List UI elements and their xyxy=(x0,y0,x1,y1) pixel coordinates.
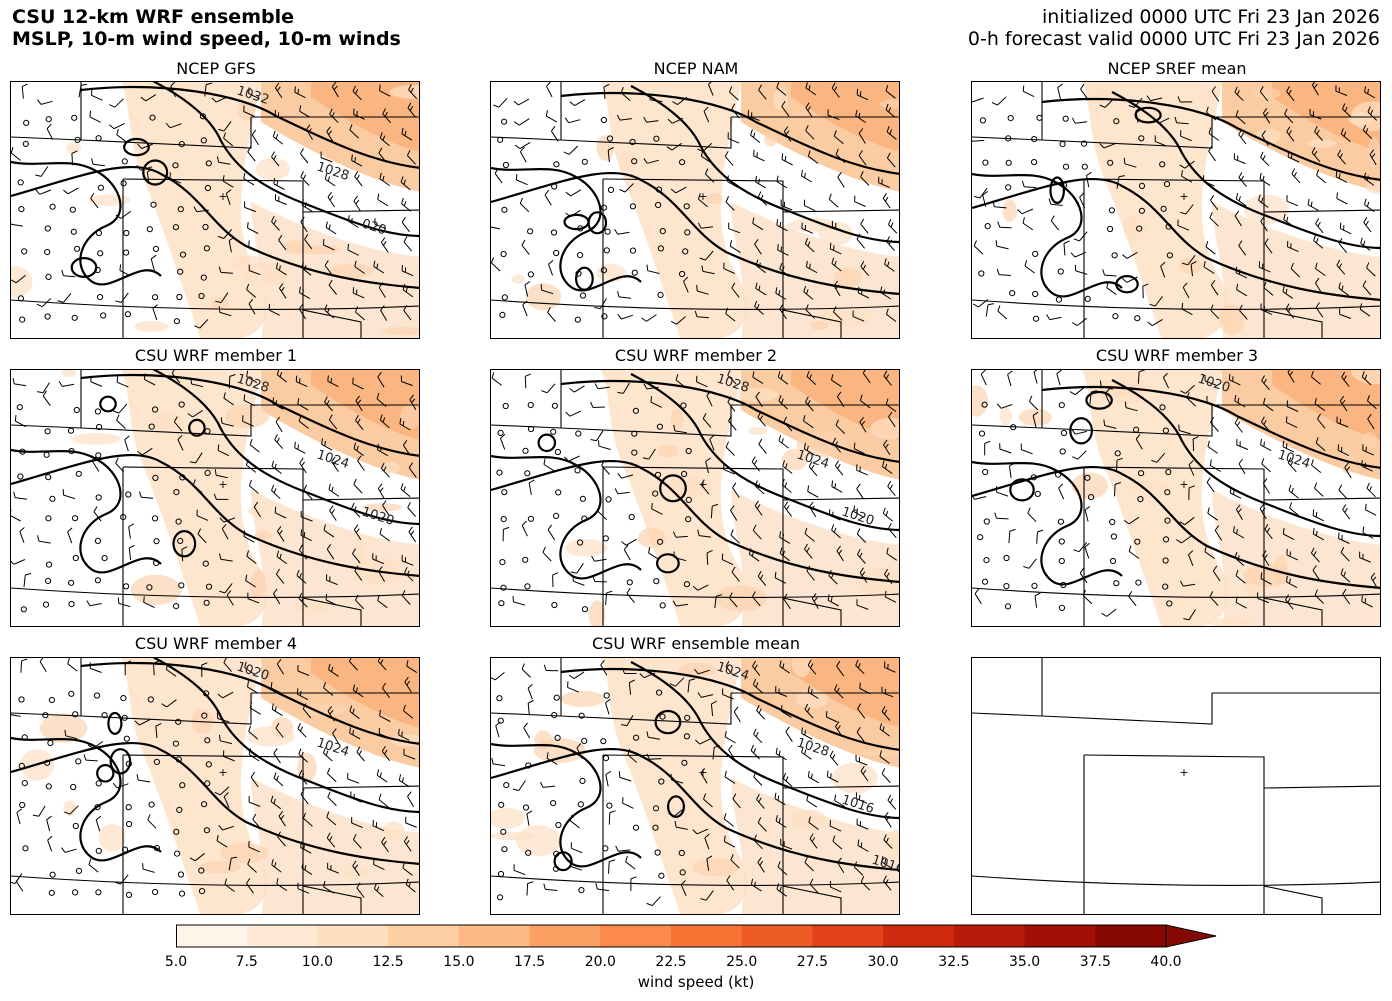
colorbar-segment xyxy=(1024,925,1096,947)
location-marker: + xyxy=(698,478,707,491)
map-panel-member-1: 1028 1024 1020 + xyxy=(10,369,420,627)
map-content: + xyxy=(972,658,1380,914)
state-borders xyxy=(491,658,899,914)
colorbar-segment xyxy=(388,925,460,947)
state-borders xyxy=(972,82,1380,338)
map-panel-ensemble-mean: 1024 1028 1016 1016 + xyxy=(490,657,900,915)
colorbar-tick-label: 17.5 xyxy=(514,954,546,970)
location-marker: + xyxy=(698,766,707,779)
map-panel-nam: + xyxy=(490,81,900,339)
colorbar-tick-label: 7.5 xyxy=(235,954,258,970)
colorbar-tick-label: 37.5 xyxy=(1079,954,1111,970)
colorbar-tick-label: 20.0 xyxy=(584,954,616,970)
title-line-2: MSLP, 10-m wind speed, 10-m winds xyxy=(12,28,401,50)
panel-title-member-2: CSU WRF member 2 xyxy=(614,346,778,365)
colorbar xyxy=(176,924,1221,954)
location-marker: + xyxy=(1179,478,1188,491)
colorbar-tick-label: 5.0 xyxy=(164,954,188,970)
colorbar-tick-label: 25.0 xyxy=(726,954,758,970)
colorbar-segment xyxy=(529,925,601,947)
figure-title: CSU 12-km WRF ensemble MSLP, 10-m wind s… xyxy=(12,6,401,50)
colorbar-tick-label: 40.0 xyxy=(1150,954,1182,970)
mslp-isobars xyxy=(491,85,899,295)
wind-speed-shading xyxy=(11,82,419,338)
location-marker: + xyxy=(1179,766,1188,779)
contour-label: 1016 xyxy=(840,793,876,817)
colorbar-tick-label: 32.5 xyxy=(938,954,970,970)
location-marker: + xyxy=(218,190,227,203)
map-panel-member-2: 1028 1024 1020 + xyxy=(490,369,900,627)
wind-speed-shading xyxy=(61,370,419,626)
title-line-1: CSU 12-km WRF ensemble xyxy=(12,6,294,28)
panel-title-member-1: CSU WRF member 1 xyxy=(134,346,298,365)
state-borders xyxy=(11,658,419,914)
location-marker: + xyxy=(218,478,227,491)
colorbar-segment xyxy=(600,925,672,947)
colorbar-tick-label: 35.0 xyxy=(1009,954,1041,970)
colorbar-segment xyxy=(741,925,813,947)
state-borders xyxy=(972,658,1380,914)
location-marker: + xyxy=(218,766,227,779)
wind-barbs xyxy=(11,658,418,898)
state-borders xyxy=(11,370,419,626)
colorbar-extend-arrow xyxy=(1165,924,1217,948)
valid-time: 0-h forecast valid 0000 UTC Fri 23 Jan 2… xyxy=(967,28,1380,50)
map-panel-member-3: 1020 1024 + xyxy=(971,369,1381,627)
contour-label: 020 xyxy=(360,217,388,239)
panel-title-member-3: CSU WRF member 3 xyxy=(1095,346,1259,365)
forecast-info: initialized 0000 UTC Fri 23 Jan 2026 0-h… xyxy=(968,6,1380,50)
colorbar-tick-label: 27.5 xyxy=(796,954,828,970)
map-panel-empty: + xyxy=(971,657,1381,915)
colorbar-tick-label: 22.5 xyxy=(655,954,687,970)
colorbar-segment xyxy=(671,925,743,947)
state-borders xyxy=(491,370,899,626)
wind-speed-shading xyxy=(511,82,899,338)
wind-speed-shading xyxy=(20,658,419,914)
colorbar-segment xyxy=(317,925,389,947)
location-marker: + xyxy=(1179,190,1188,203)
panel-title-ensemble-mean: CSU WRF ensemble mean xyxy=(591,634,800,653)
panel-title-gfs: NCEP GFS xyxy=(176,59,256,78)
wind-barbs xyxy=(491,82,898,325)
mslp-isobars xyxy=(972,91,1380,301)
panel-title-member-4: CSU WRF member 4 xyxy=(134,634,298,653)
state-borders xyxy=(11,82,419,338)
colorbar-segment xyxy=(953,925,1026,947)
map-content: + xyxy=(491,82,899,338)
panel-title-sref: NCEP SREF mean xyxy=(1107,59,1247,78)
location-marker: + xyxy=(698,190,707,203)
init-time: initialized 0000 UTC Fri 23 Jan 2026 xyxy=(1042,6,1380,28)
colorbar-segment xyxy=(883,925,955,947)
colorbar-segment xyxy=(812,925,884,947)
colorbar-segment xyxy=(458,925,531,947)
map-panel-gfs: 1032 1028 020 + xyxy=(10,81,420,339)
colorbar-tick-label: 30.0 xyxy=(867,954,899,970)
map-content: + xyxy=(972,82,1380,338)
map-panel-member-4: 1020 1024 + xyxy=(10,657,420,915)
panel-title-nam: NCEP NAM xyxy=(653,59,739,78)
colorbar-tick-label: 15.0 xyxy=(443,954,475,970)
wind-barbs xyxy=(491,659,897,907)
state-borders xyxy=(972,370,1380,626)
contour-label: 1020 xyxy=(840,505,876,529)
state-borders xyxy=(491,82,899,338)
colorbar-segment xyxy=(176,925,248,947)
colorbar-tick-label: 12.5 xyxy=(372,954,404,970)
colorbar-label: wind speed (kt) xyxy=(637,973,755,991)
colorbar-tick-label: 10.0 xyxy=(301,954,333,970)
wind-barbs xyxy=(491,370,897,613)
map-panel-sref: + xyxy=(971,81,1381,339)
colorbar-segment xyxy=(246,925,318,947)
wind-barbs xyxy=(11,82,418,329)
colorbar-segment xyxy=(1095,925,1167,947)
